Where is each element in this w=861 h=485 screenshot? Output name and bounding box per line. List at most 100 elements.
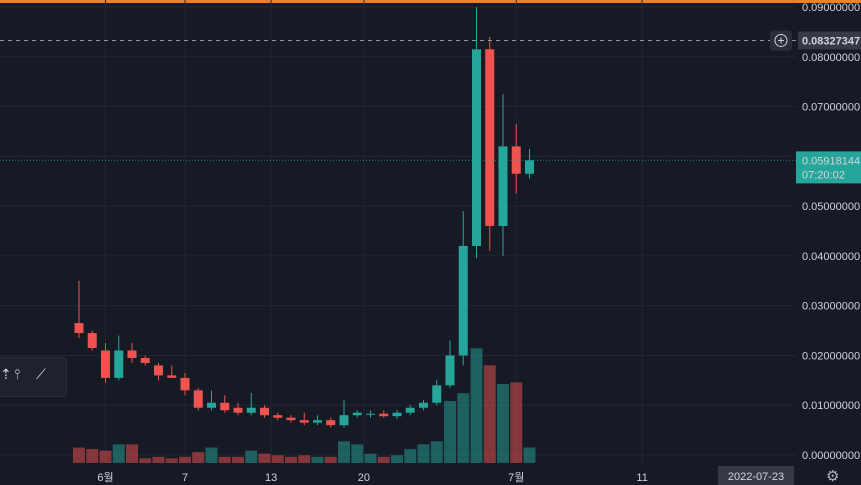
volume-bar <box>192 452 205 463</box>
y-tick-label: 0.00000000 <box>802 450 860 462</box>
candle-body[interactable] <box>246 407 256 413</box>
candle-body[interactable] <box>339 415 349 426</box>
y-tick-label: 0.03000000 <box>802 301 860 313</box>
x-cursor-label-bg <box>718 466 794 485</box>
x-tick-label: 11 <box>636 472 647 484</box>
volume-bar <box>99 450 112 463</box>
volume-bar <box>232 456 244 463</box>
volume-bar <box>417 444 430 463</box>
volume-bar <box>430 441 443 463</box>
x-cursor-label: 2022-07-23 <box>728 471 784 483</box>
x-tick-label: 20 <box>358 472 370 484</box>
fib-fan-tool-icon[interactable]: ⟋ <box>36 367 46 383</box>
candle-body[interactable] <box>352 412 362 416</box>
candle-body[interactable] <box>167 375 177 378</box>
volume-bar <box>391 455 403 463</box>
candle-body[interactable] <box>101 350 110 378</box>
crosshair-price-label-bg <box>798 31 861 50</box>
volume-bar <box>73 447 85 463</box>
volume-bar <box>404 449 417 463</box>
volume-bar <box>112 444 125 463</box>
candle-body[interactable] <box>485 49 495 227</box>
x-tick-label: 7 <box>182 472 188 484</box>
candle-body[interactable] <box>74 323 84 334</box>
candle-body[interactable] <box>419 402 428 408</box>
candle-body[interactable] <box>472 49 481 246</box>
candle-body[interactable] <box>498 146 508 227</box>
volume-bar <box>218 456 231 463</box>
candle-body[interactable] <box>366 413 375 415</box>
volume-bar <box>470 348 483 463</box>
candle-body[interactable] <box>299 420 309 423</box>
volume-bar <box>444 401 456 463</box>
candle-body[interactable] <box>405 407 415 413</box>
candle-body[interactable] <box>127 350 137 358</box>
drawing-toolbar[interactable]: ⇡ ⫯ ⟋ <box>0 357 67 397</box>
candle-body[interactable] <box>525 160 534 174</box>
candle-body[interactable] <box>180 377 190 391</box>
volume-bar <box>139 458 152 463</box>
candle-body[interactable] <box>445 355 455 386</box>
y-tick-label: 0.01000000 <box>802 400 860 412</box>
crosshair-price-label: 0.08327347 <box>802 35 860 47</box>
candle-body[interactable] <box>220 402 230 411</box>
gear-icon[interactable]: ⚙ <box>826 467 840 485</box>
y-tick-label: 0.05000000 <box>802 201 860 213</box>
candle-body[interactable] <box>458 245 468 356</box>
volume-bar <box>311 456 324 463</box>
volume-bar <box>285 456 297 463</box>
volume-bar <box>258 453 271 463</box>
y-tick-label: 0.08000000 <box>802 52 860 64</box>
volume-bar <box>298 455 311 463</box>
volume-bar <box>523 447 536 463</box>
volume-bar <box>152 456 165 463</box>
volume-bar <box>271 455 284 463</box>
volume-bar <box>377 456 390 463</box>
pin-tool-icon[interactable]: ⫯ <box>14 367 21 383</box>
candle-body[interactable] <box>273 415 283 418</box>
candle-body[interactable] <box>87 333 97 348</box>
y-tick-label: 0.09000000 <box>802 2 860 14</box>
y-tick-label: 0.04000000 <box>802 251 860 263</box>
candle-body[interactable] <box>193 390 203 408</box>
candle-body[interactable] <box>207 402 216 408</box>
volume-bar <box>351 444 364 463</box>
countdown-label: 07:20:02 <box>802 169 845 181</box>
top-accent-bar <box>0 0 861 3</box>
volume-bar <box>205 447 218 463</box>
cursor-tool-icon[interactable]: ⇡ <box>0 367 12 383</box>
volume-bar <box>324 456 337 463</box>
candle-body[interactable] <box>392 412 402 417</box>
volume-bar <box>510 382 523 463</box>
x-tick-label: 7월 <box>508 471 524 484</box>
volume-bar <box>126 444 138 463</box>
volume-bar <box>179 456 191 463</box>
volume-bar <box>86 449 99 463</box>
last-price-label-bg <box>796 151 861 184</box>
candle-body[interactable] <box>260 407 269 416</box>
last-price-label: 0.05918144 <box>802 155 860 167</box>
volume-bar <box>245 450 258 463</box>
volume-bar <box>457 393 470 463</box>
plus-icon[interactable] <box>774 33 788 47</box>
x-tick-label: 13 <box>265 472 277 484</box>
x-tick-label: 6월 <box>97 471 113 484</box>
candle-body[interactable] <box>286 417 296 421</box>
y-tick-label: 0.02000000 <box>802 350 860 362</box>
volume-bar <box>483 365 496 463</box>
candle-body[interactable] <box>233 407 243 413</box>
candle-body[interactable] <box>154 365 163 376</box>
candle-body[interactable] <box>140 357 150 363</box>
y-tick-label: 0.07000000 <box>802 102 860 114</box>
volume-bar <box>497 383 509 463</box>
volume-bar <box>338 441 350 463</box>
volume-bar <box>165 458 178 463</box>
candle-body[interactable] <box>432 385 442 403</box>
candle-body[interactable] <box>313 420 322 423</box>
volume-bar <box>364 453 377 463</box>
candle-body[interactable] <box>379 413 389 417</box>
candle-body[interactable] <box>114 350 124 378</box>
candle-body[interactable] <box>326 420 336 426</box>
